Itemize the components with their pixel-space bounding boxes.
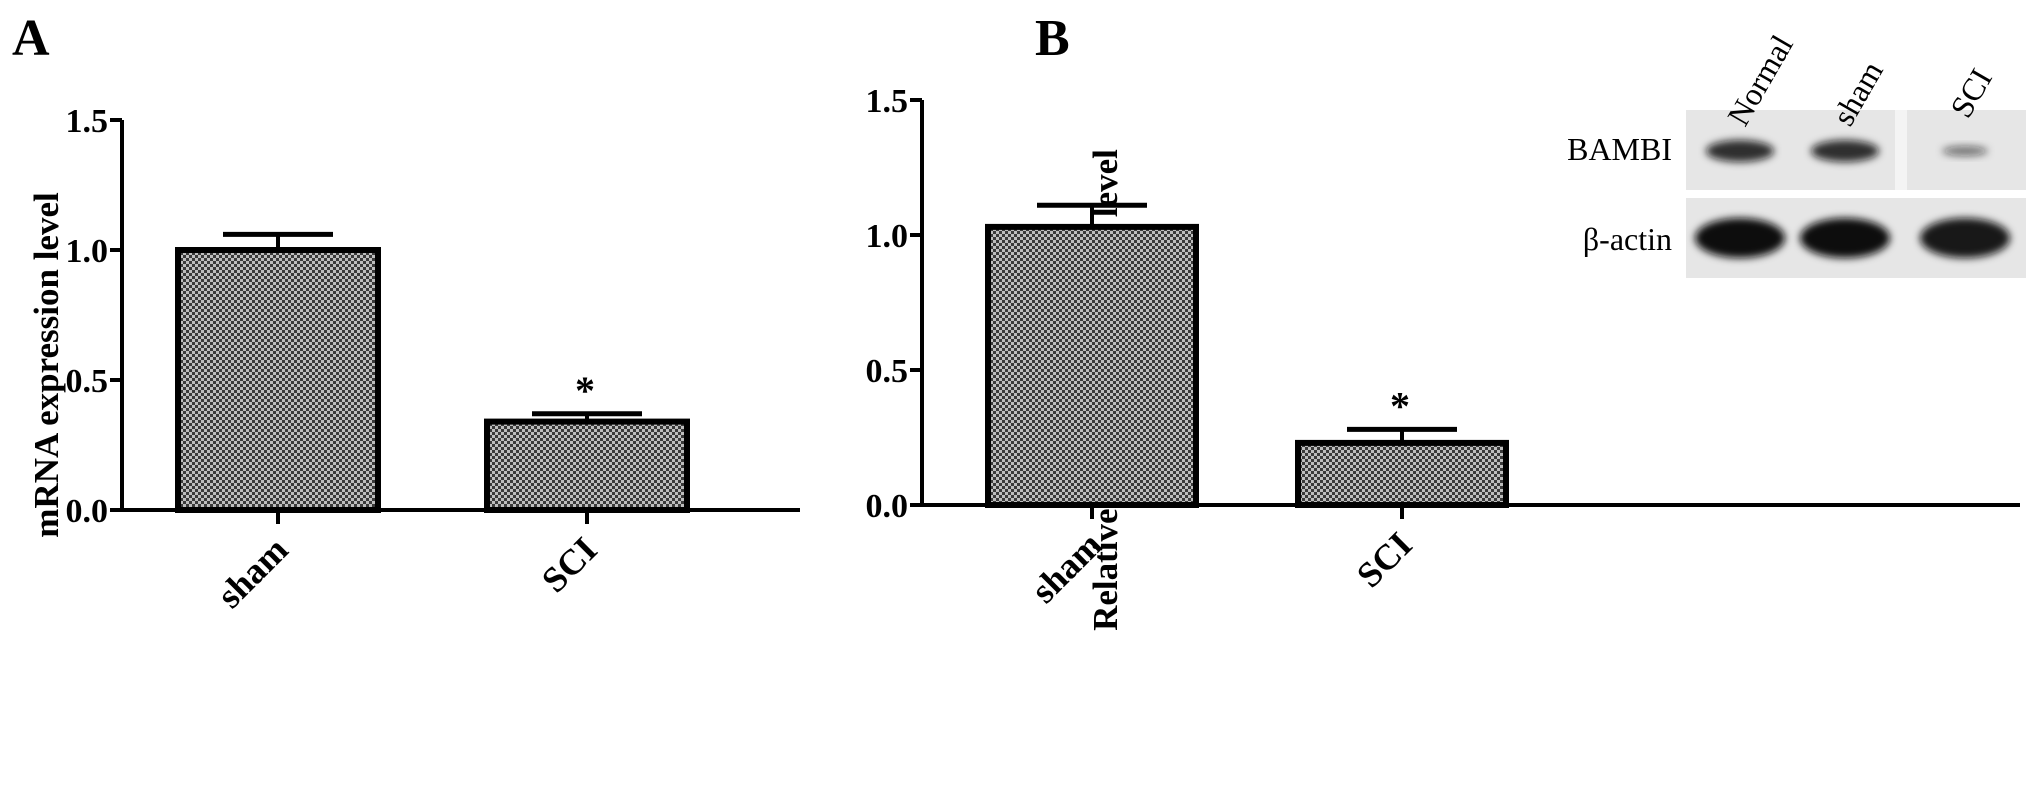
blot-row-label-bambi: BAMBI <box>1567 131 1672 167</box>
blot-band-bambi-sci <box>1942 146 1988 156</box>
blot-band-actin-normal <box>1695 218 1785 258</box>
panel-label-a: A <box>12 10 50 67</box>
blot-band-bambi-normal <box>1706 140 1774 162</box>
panel-b-bar-sham <box>985 223 1199 508</box>
panel-b-y-tick-label: 1.5 <box>866 83 909 120</box>
panel-b-y-tick-label: 0.0 <box>866 488 909 525</box>
blot-bands <box>1695 140 2010 258</box>
panel-b-y-tick-label: 1.0 <box>866 218 909 255</box>
panel-b-bar-sci <box>1295 439 1509 508</box>
panel-b-bars: * <box>985 202 1509 508</box>
panel-a-bar-sham <box>175 247 381 513</box>
western-blot-inset: BAMBI β-actin Normal sham SCI <box>1567 29 2026 278</box>
blot-band-actin-sci <box>1920 218 2010 258</box>
panel-b-chart: B Relative protein expression level 0.00… <box>866 10 2026 631</box>
panel-label-b: B <box>1035 10 1070 67</box>
blot-row-bambi-gap <box>1895 110 1907 190</box>
panel-a-y-axis-title: mRNA expression level <box>27 192 66 538</box>
panel-a-significance-sci: * <box>575 368 595 413</box>
panel-b-significance-sci: * <box>1390 383 1410 428</box>
panel-a-chart: A mRNA expression level 0.0 0.5 1.0 1.5 sham… <box>12 10 800 616</box>
panel-a-bars: * <box>175 231 690 514</box>
panel-a-y-tick-label: 0.5 <box>66 363 109 400</box>
panel-a-y-tick-label: 0.0 <box>66 493 109 530</box>
panel-a-bar-sci <box>484 418 690 514</box>
blot-band-bambi-sham <box>1811 140 1879 162</box>
panel-a-x-label-sci: SCI <box>534 529 605 600</box>
panel-a-x-label-sham: sham <box>209 529 295 615</box>
panel-a-y-tick-label: 1.0 <box>66 233 109 270</box>
blot-row-label-actin: β-actin <box>1583 221 1672 257</box>
panel-a-y-tick-label: 1.5 <box>66 103 109 140</box>
panel-b-x-label-sci: SCI <box>1349 524 1420 595</box>
blot-band-actin-sham <box>1800 218 1890 258</box>
panel-b-y-tick-label: 0.5 <box>866 353 909 390</box>
